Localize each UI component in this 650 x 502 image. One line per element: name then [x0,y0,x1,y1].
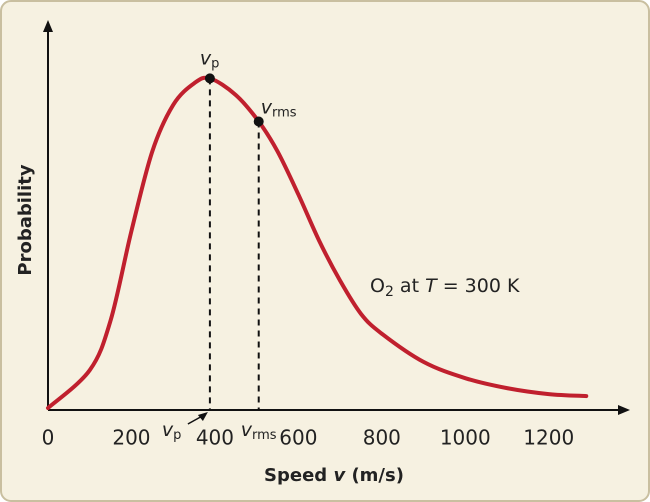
x-tick-label: 600 [279,426,317,450]
x-tick-label: 0 [42,426,55,450]
x-axis-label: Speed v (m/s) [264,465,404,486]
marker-subscript: rms [252,428,277,443]
x-tick-label: 1000 [440,426,491,450]
x-tick-label: 400 [196,426,234,450]
marker-subscript: p [211,56,219,71]
curve [46,75,589,411]
marker-symbol: v [162,419,174,441]
marker-symbol: v [261,96,273,118]
marker-symbol: v [241,419,253,441]
annotation-part: 2 [385,284,394,300]
marker-subscript: rms [272,105,297,120]
x-tick-label: 800 [363,426,401,450]
annotation-part: = 300 K [437,275,520,297]
marker-label: vrms [261,96,297,120]
annotation-part: T [425,275,438,297]
x-label-part: Speed [264,465,333,486]
y-axis-label: Probability [15,164,36,275]
axis-marker-label: vrms [241,419,277,443]
x-tick-label: 200 [112,426,150,450]
marker-subscript: p [173,428,181,443]
marker-point [204,73,215,84]
pointer-arrowhead [197,412,208,421]
axis-marker-label: vp [162,419,182,443]
marker-point [253,116,264,127]
marker-label: vp [200,47,220,71]
annotation-part: O [370,275,385,297]
y-axis-arrow [43,20,53,32]
x-tick-label: 1200 [523,426,574,450]
x-axis-arrow [618,405,630,415]
x-label-part: v [333,465,346,486]
annotation-part: at [394,275,425,297]
x-label-part: (m/s) [345,465,404,486]
marker-symbol: v [200,47,212,69]
annotation: O2 at T = 300 K [370,275,520,301]
